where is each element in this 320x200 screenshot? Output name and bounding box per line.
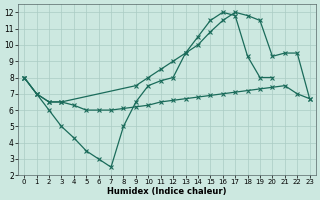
X-axis label: Humidex (Indice chaleur): Humidex (Indice chaleur) [107,187,227,196]
